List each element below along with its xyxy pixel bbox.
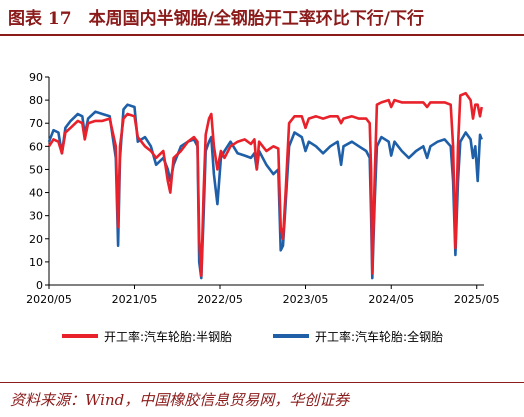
y-tick-label: 50 bbox=[29, 163, 43, 176]
y-tick-label: 40 bbox=[29, 187, 43, 200]
y-tick-label: 30 bbox=[29, 210, 43, 223]
y-tick-label: 20 bbox=[29, 233, 43, 246]
y-tick-label: 10 bbox=[29, 256, 43, 269]
series-line-semi-steel bbox=[47, 91, 483, 278]
series-group bbox=[47, 91, 483, 280]
x-tick-label: 2024/05 bbox=[368, 293, 414, 306]
x-axis: 2020/05 2021/05 2022/05 2023/05 2024/05 2025/… bbox=[26, 284, 500, 306]
y-tick-label: 90 bbox=[29, 71, 43, 84]
line-chart: 0 10 20 30 40 50 60 70 80 90 2020/05 2021/05 2022/0… bbox=[26, 71, 500, 344]
x-tick-label: 2023/05 bbox=[283, 293, 329, 306]
legend: 开工率:汽车轮胎:半钢胎 开工率:汽车轮胎:全钢胎 bbox=[62, 329, 443, 344]
y-axis: 0 10 20 30 40 50 60 70 80 90 bbox=[29, 71, 50, 292]
x-tick-label: 2022/05 bbox=[197, 293, 243, 306]
source-note: 资料来源：Wind，中国橡胶信息贸易网，华创证券 bbox=[10, 391, 350, 409]
x-tick-label: 2021/05 bbox=[112, 293, 158, 306]
series-line-all-steel bbox=[47, 103, 483, 280]
y-tick-label: 80 bbox=[29, 94, 43, 107]
figure-title: 图表 17 本周国内半钢胎/全钢胎开工率环比下行/下行 bbox=[8, 9, 424, 29]
bottom-rule bbox=[0, 382, 524, 383]
y-tick-label: 70 bbox=[29, 117, 43, 130]
x-tick-label: 2020/05 bbox=[26, 293, 72, 306]
title-rule bbox=[0, 34, 524, 36]
y-tick-label: 60 bbox=[29, 140, 43, 153]
legend-label-all-steel: 开工率:汽车轮胎:全钢胎 bbox=[315, 329, 443, 344]
legend-label-semi-steel: 开工率:汽车轮胎:半钢胎 bbox=[104, 329, 232, 344]
x-tick-label: 2025/05 bbox=[454, 293, 500, 306]
y-tick-label: 0 bbox=[36, 279, 43, 292]
